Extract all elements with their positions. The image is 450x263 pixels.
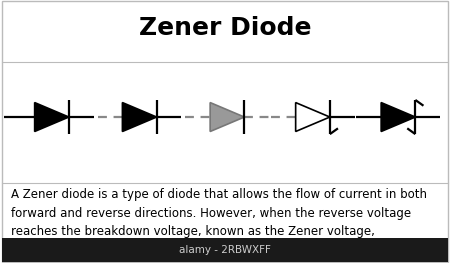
Bar bbox=[2, 238, 448, 262]
Polygon shape bbox=[210, 103, 244, 132]
Polygon shape bbox=[381, 103, 415, 132]
Polygon shape bbox=[35, 103, 69, 132]
Polygon shape bbox=[296, 103, 330, 132]
Text: Zener Diode: Zener Diode bbox=[139, 16, 311, 40]
Text: A Zener diode is a type of diode that allows the flow of current in both
forward: A Zener diode is a type of diode that al… bbox=[11, 188, 427, 238]
Text: alamy - 2RBWXFF: alamy - 2RBWXFF bbox=[179, 245, 271, 255]
Polygon shape bbox=[122, 103, 157, 132]
